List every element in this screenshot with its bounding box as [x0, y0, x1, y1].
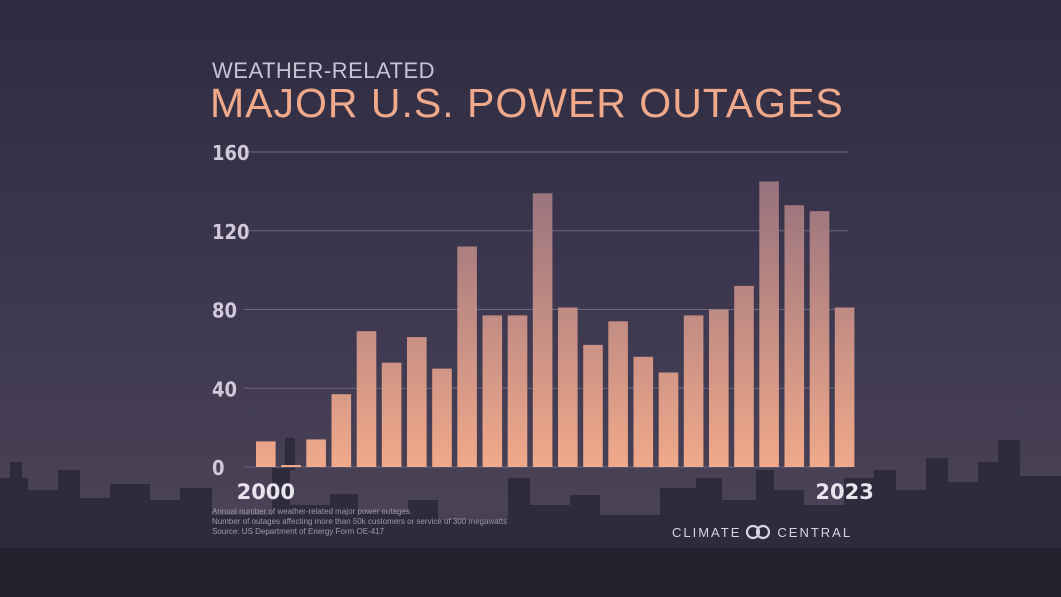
bar-2004 — [356, 331, 377, 467]
bar-2008 — [457, 246, 477, 467]
bar-2019 — [734, 285, 754, 467]
bar-2006 — [407, 337, 427, 467]
y-tick-label: 80 — [212, 299, 237, 323]
y-tick-label: 40 — [212, 377, 237, 401]
logo-text-right: CENTRAL — [777, 524, 853, 540]
x-axis-labels: 2000 2023 — [237, 480, 874, 504]
y-tick-label: 120 — [212, 220, 250, 244]
bar-2015 — [633, 356, 654, 468]
y-tick-label: 0 — [212, 456, 225, 480]
chart-subtitle: WEATHER-RELATED — [212, 58, 436, 83]
bar-2003 — [331, 394, 352, 467]
y-axis-labels: 0 40 80 120 160 — [212, 141, 250, 480]
bar-2009 — [482, 315, 503, 467]
bar-2007 — [432, 368, 452, 467]
footnote-line: Number of outages affecting more than 50… — [212, 517, 508, 526]
climate-central-logo: CLIMATE CENTRAL — [672, 523, 852, 541]
bar-2016 — [658, 372, 679, 467]
bar-2002 — [306, 439, 326, 467]
y-tick-label: 160 — [212, 141, 250, 165]
bar-2010 — [507, 315, 528, 467]
footnote-line: Source: US Department of Energy Form OE-… — [212, 527, 385, 536]
bar-2000 — [256, 441, 276, 467]
bar-2017 — [683, 315, 704, 467]
footnote-line: Annual number of weather-related major p… — [212, 507, 413, 516]
bar-2001 — [281, 465, 301, 467]
bars-group — [256, 181, 855, 468]
bar-2020 — [759, 181, 779, 467]
bar-2012 — [558, 307, 578, 467]
bar-2022 — [809, 211, 830, 467]
bar-2014 — [608, 321, 628, 467]
bar-2005 — [381, 362, 402, 467]
x-tick-label: 2000 — [237, 480, 295, 504]
x-tick-label: 2023 — [815, 480, 873, 504]
bar-2023 — [834, 307, 855, 467]
climate-central-logo-icon — [746, 524, 771, 540]
logo-text-left: CLIMATE — [672, 524, 742, 540]
bar-2013 — [583, 344, 603, 467]
bar-2018 — [709, 309, 729, 467]
footnotes: Annual number of weather-related major p… — [212, 507, 507, 537]
chart-title: MAJOR U.S. POWER OUTAGES — [210, 80, 844, 126]
bar-2011 — [532, 193, 553, 468]
bar-2021 — [784, 205, 805, 467]
